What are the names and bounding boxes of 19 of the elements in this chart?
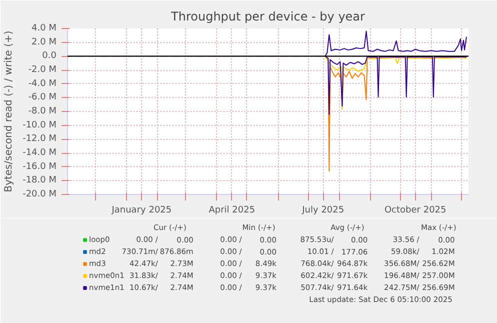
y-tick-label: 0.0 xyxy=(42,51,57,62)
x-tick-label: October 2025 xyxy=(384,206,446,216)
y-tick-label: -8.0 M xyxy=(28,106,56,116)
y-tick-label: -12.0 M xyxy=(22,134,57,144)
y-tick-label: -4.0 M xyxy=(28,78,56,89)
y-tick-label: -10.0 M xyxy=(22,120,57,130)
chart-title: Throughput per device - by year xyxy=(170,10,366,24)
y-axis-title: Bytes/second read (-) / write (+) xyxy=(4,30,15,192)
y-tick-label: 4.0 M xyxy=(32,24,57,34)
y-tick-label: -18.0 M xyxy=(22,176,57,186)
x-tick-label: January 2025 xyxy=(110,206,172,216)
y-tick-label: 2.0 M xyxy=(32,37,57,48)
y-tick-label: -2.0 M xyxy=(28,65,56,75)
y-tick-label: -16.0 M xyxy=(22,162,57,172)
x-tick-label: April 2025 xyxy=(208,206,256,216)
x-tick-label: July 2025 xyxy=(301,206,344,216)
y-tick-label: -20.0 M xyxy=(22,190,57,200)
y-tick-label: -6.0 M xyxy=(28,92,56,103)
y-tick-label: -14.0 M xyxy=(22,148,57,158)
